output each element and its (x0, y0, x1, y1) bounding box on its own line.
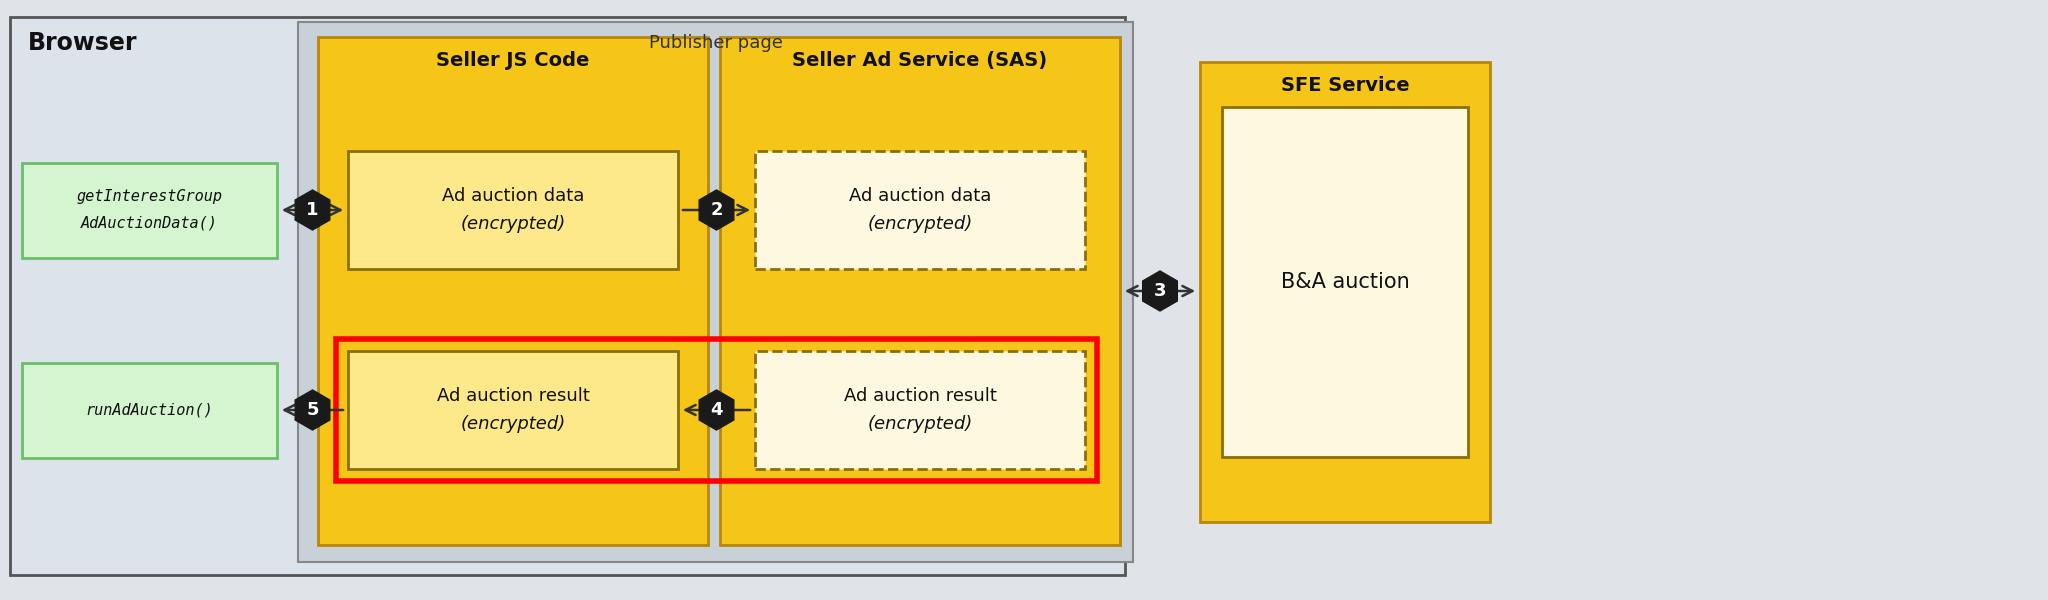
Text: Seller Ad Service (SAS): Seller Ad Service (SAS) (793, 51, 1049, 70)
Text: B&A auction: B&A auction (1280, 272, 1409, 292)
Bar (756, 151, 1085, 269)
Text: 4: 4 (711, 401, 723, 419)
Bar (23, 362, 276, 457)
Polygon shape (295, 190, 330, 230)
Text: Ad auction result: Ad auction result (436, 387, 590, 405)
Text: 2: 2 (711, 201, 723, 219)
Text: 3: 3 (1153, 282, 1165, 300)
Bar (348, 351, 678, 469)
Bar (348, 151, 678, 269)
Bar (756, 351, 1085, 469)
Text: SFE Service: SFE Service (1280, 76, 1409, 95)
Text: runAdAuction(): runAdAuction() (86, 403, 213, 418)
Bar (317, 37, 709, 545)
Bar (336, 339, 1098, 481)
Bar (1223, 107, 1468, 457)
Text: Ad auction data: Ad auction data (848, 187, 991, 205)
Bar (10, 17, 1124, 575)
Text: Ad auction data: Ad auction data (442, 187, 584, 205)
Polygon shape (698, 390, 733, 430)
Polygon shape (698, 190, 733, 230)
Text: Browser: Browser (29, 31, 137, 55)
Text: (encrypted): (encrypted) (868, 215, 973, 233)
Text: (encrypted): (encrypted) (461, 215, 565, 233)
Text: Seller JS Code: Seller JS Code (436, 51, 590, 70)
Text: 5: 5 (307, 401, 319, 419)
Text: AdAuctionData(): AdAuctionData() (82, 215, 217, 230)
Bar (23, 163, 276, 257)
Text: (encrypted): (encrypted) (868, 415, 973, 433)
Bar (1200, 62, 1491, 522)
Text: Publisher page: Publisher page (649, 34, 782, 52)
Polygon shape (1143, 271, 1178, 311)
Bar (721, 37, 1120, 545)
Text: 1: 1 (307, 201, 319, 219)
Bar (299, 22, 1133, 562)
Text: getInterestGroup: getInterestGroup (76, 190, 223, 205)
Text: (encrypted): (encrypted) (461, 415, 565, 433)
Text: Ad auction result: Ad auction result (844, 387, 997, 405)
Polygon shape (295, 390, 330, 430)
